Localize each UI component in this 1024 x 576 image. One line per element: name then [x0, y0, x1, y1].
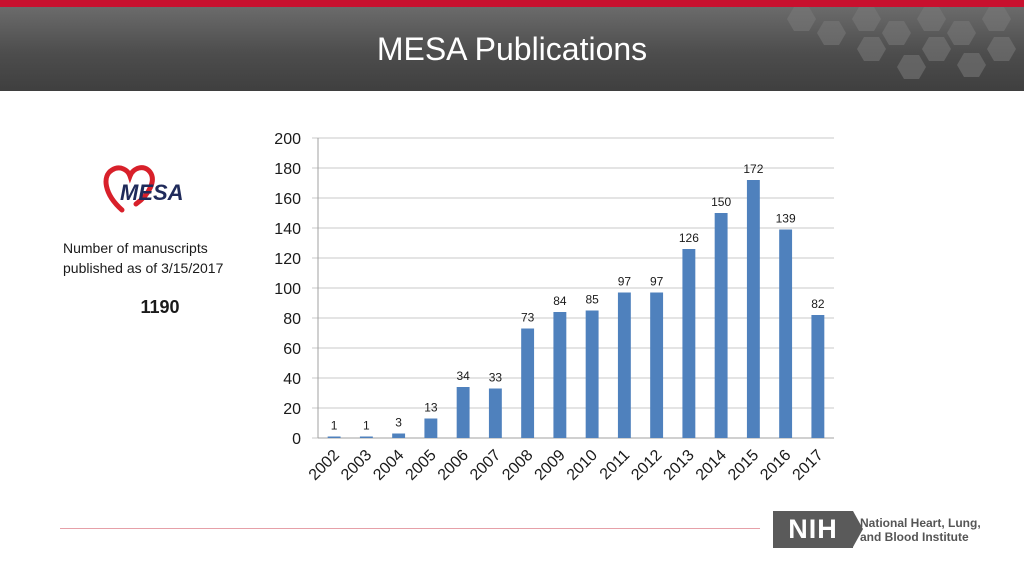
- y-tick-label: 140: [274, 221, 301, 238]
- data-label-2017: 82: [811, 297, 825, 311]
- x-tick-label-2011: 2011: [597, 447, 633, 483]
- y-tick-label: 200: [274, 131, 301, 148]
- data-label-2007: 33: [489, 371, 503, 385]
- bar-2005: [424, 418, 438, 438]
- top-accent-line: [0, 0, 1024, 7]
- manuscripts-total: 1190: [140, 297, 180, 317]
- bar-2004: [392, 433, 406, 438]
- x-tick-label-2003: 2003: [338, 447, 375, 484]
- title-banner: [0, 7, 1024, 91]
- x-tick-label-2017: 2017: [790, 447, 827, 484]
- x-tick-label-2009: 2009: [532, 447, 569, 484]
- bar-2007: [488, 388, 502, 438]
- x-tick-label-2014: 2014: [693, 447, 730, 484]
- footer-divider: [60, 528, 760, 529]
- data-label-2010: 85: [585, 293, 599, 307]
- x-tick-label-2007: 2007: [467, 447, 504, 484]
- y-tick-label: 40: [283, 371, 301, 388]
- x-tick-label-2016: 2016: [757, 447, 794, 484]
- data-label-2011: 97: [618, 275, 632, 289]
- svg-text:MESA: MESA: [120, 180, 184, 205]
- hexagon-pattern-decoration: [787, 7, 1016, 79]
- x-tick-label-2010: 2010: [564, 447, 601, 484]
- y-tick-label: 0: [292, 431, 301, 448]
- data-label-2014: 150: [711, 195, 731, 209]
- nhlbi-name: National Heart, Lung, and Blood Institut…: [860, 516, 1020, 544]
- bar-2006: [456, 387, 470, 438]
- bar-2009: [553, 312, 567, 438]
- data-label-2004: 3: [395, 416, 402, 430]
- y-tick-label: 120: [274, 251, 301, 268]
- y-tick-label: 60: [283, 341, 301, 358]
- page-title: MESA Publications: [376, 30, 648, 67]
- nhlbi-name-line1: National Heart, Lung,: [860, 516, 981, 530]
- data-label-2012: 97: [650, 275, 664, 289]
- mesa-logo: MESA: [103, 165, 184, 213]
- x-tick-label-2008: 2008: [499, 447, 536, 484]
- manuscripts-label-line2: published as of 3/15/2017: [63, 260, 224, 276]
- bar-2010: [585, 310, 599, 438]
- x-tick-label-2005: 2005: [403, 447, 440, 484]
- data-label-2002: 1: [331, 419, 338, 433]
- bar-2002: [327, 436, 341, 438]
- bar-2014: [714, 213, 728, 438]
- bar-2012: [650, 292, 664, 438]
- data-label-2013: 126: [679, 231, 699, 245]
- data-label-2015: 172: [743, 162, 763, 176]
- y-tick-label: 160: [274, 191, 301, 208]
- bar-2017: [811, 315, 825, 438]
- nih-logo: NIH: [773, 511, 863, 548]
- nhlbi-name-line2: and Blood Institute: [860, 530, 969, 544]
- y-tick-label: 20: [283, 401, 301, 418]
- manuscripts-label-line1: Number of manuscripts: [63, 240, 208, 256]
- bar-2008: [521, 328, 535, 438]
- bar-2013: [682, 249, 696, 438]
- bar-2015: [746, 180, 760, 438]
- x-tick-label-2004: 2004: [370, 447, 407, 484]
- bar-2011: [617, 292, 631, 438]
- data-label-2016: 139: [776, 212, 796, 226]
- x-tick-label-2012: 2012: [628, 447, 665, 484]
- x-tick-label-2013: 2013: [661, 447, 698, 484]
- x-tick-label-2006: 2006: [435, 447, 472, 484]
- data-label-2008: 73: [521, 311, 535, 325]
- data-label-2005: 13: [424, 401, 438, 415]
- x-tick-label-2015: 2015: [725, 447, 762, 484]
- y-tick-label: 100: [274, 281, 301, 298]
- y-tick-label: 80: [283, 311, 301, 328]
- bar-2016: [779, 229, 793, 438]
- bar-2003: [359, 436, 373, 438]
- data-label-2003: 1: [363, 419, 370, 433]
- data-label-2006: 34: [456, 369, 470, 383]
- x-tick-label-2002: 2002: [306, 447, 343, 484]
- y-tick-label: 180: [274, 161, 301, 178]
- data-label-2009: 84: [553, 294, 567, 308]
- manuscripts-label: Number of manuscripts published as of 3/…: [63, 238, 263, 278]
